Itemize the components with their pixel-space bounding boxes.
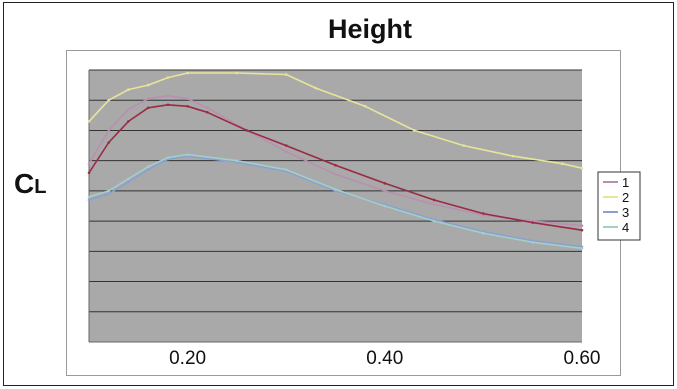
- series-3-point-8: [334, 188, 337, 191]
- legend-label-0: 1: [622, 175, 629, 190]
- series-1-point-9: [363, 104, 367, 108]
- series-3-point-3: [146, 165, 150, 169]
- legend-label-1: 2: [622, 190, 629, 205]
- series-4-point-1: [107, 141, 111, 144]
- series-0-point-8: [284, 150, 288, 153]
- series-1-point-8: [314, 86, 318, 90]
- series-0-point-9: [334, 172, 337, 176]
- x-tick-label-1: 0.40: [366, 348, 403, 369]
- series-1-point-0: [87, 120, 91, 123]
- series-0-point-14: [580, 224, 584, 227]
- y-axis-label-subscript: L: [34, 176, 47, 198]
- series-4-point-12: [482, 212, 485, 215]
- series-3-point-12: [531, 240, 534, 244]
- series-3-point-11: [482, 231, 485, 235]
- series-1-point-11: [462, 144, 465, 147]
- series-0-point-6: [206, 106, 209, 110]
- series-0-point-11: [432, 203, 436, 206]
- series-4-point-10: [383, 182, 387, 185]
- series-4-point-5: [186, 104, 189, 108]
- series-0-point-5: [186, 97, 189, 101]
- series-3-point-5: [186, 153, 189, 156]
- series-1-point-14: [580, 166, 584, 170]
- series-4-point-2: [127, 120, 130, 123]
- series-4-point-7: [245, 129, 249, 132]
- x-tick-label-0: 0.20: [169, 348, 206, 369]
- series-1-point-4: [166, 76, 170, 79]
- series-0-point-10: [383, 189, 387, 193]
- series-4-point-11: [432, 198, 436, 202]
- series-1-point-2: [127, 88, 130, 91]
- series-1-point-3: [146, 83, 150, 87]
- series-3-point-7: [284, 168, 288, 172]
- chart-title: Height: [328, 14, 412, 44]
- series-3-point-6: [235, 159, 239, 162]
- series-1-point-13: [560, 162, 564, 165]
- series-3-point-4: [166, 156, 170, 159]
- y-axis-label-main: C: [14, 168, 35, 199]
- series-0-point-1: [107, 129, 111, 132]
- series-2-point-2: [127, 180, 130, 184]
- series-3-point-9: [383, 204, 387, 208]
- series-0-point-3: [146, 97, 150, 101]
- series-3-point-10: [432, 219, 436, 223]
- series-1-point-5: [186, 71, 189, 75]
- y-axis-label: CL: [14, 168, 46, 200]
- series-4-point-8: [284, 144, 288, 147]
- series-3-point-2: [127, 177, 130, 181]
- series-0-point-4: [166, 94, 170, 97]
- series-1-point-1: [107, 98, 111, 102]
- series-4-point-9: [334, 163, 337, 167]
- legend-box: [597, 171, 641, 241]
- series-line-3: [88, 153, 583, 250]
- series-0-point-0: [87, 162, 91, 165]
- series-line-2: [88, 155, 583, 248]
- series-2-point-0: [87, 198, 91, 202]
- series-4-point-6: [206, 111, 209, 114]
- plot-area: [89, 70, 582, 342]
- series-4-point-13: [531, 221, 534, 224]
- series-1-point-7: [284, 73, 288, 76]
- series-4-point-0: [87, 171, 91, 175]
- legend-label-3: 4: [622, 220, 629, 235]
- series-2-point-3: [146, 168, 150, 172]
- series-3-point-1: [107, 189, 111, 193]
- series-4-point-3: [146, 106, 150, 110]
- series-4-point-4: [166, 103, 170, 107]
- series-3-point-13: [580, 247, 584, 250]
- series-3-point-0: [87, 195, 91, 199]
- series-1-point-6: [235, 71, 239, 75]
- series-1-point-12: [511, 154, 515, 158]
- series-0-point-2: [127, 107, 130, 111]
- x-tick-label-2: 0.60: [564, 348, 601, 369]
- series-4-point-14: [580, 228, 584, 232]
- series-2-point-1: [107, 192, 111, 196]
- series-1-point-10: [413, 129, 416, 132]
- legend-label-2: 3: [622, 205, 629, 220]
